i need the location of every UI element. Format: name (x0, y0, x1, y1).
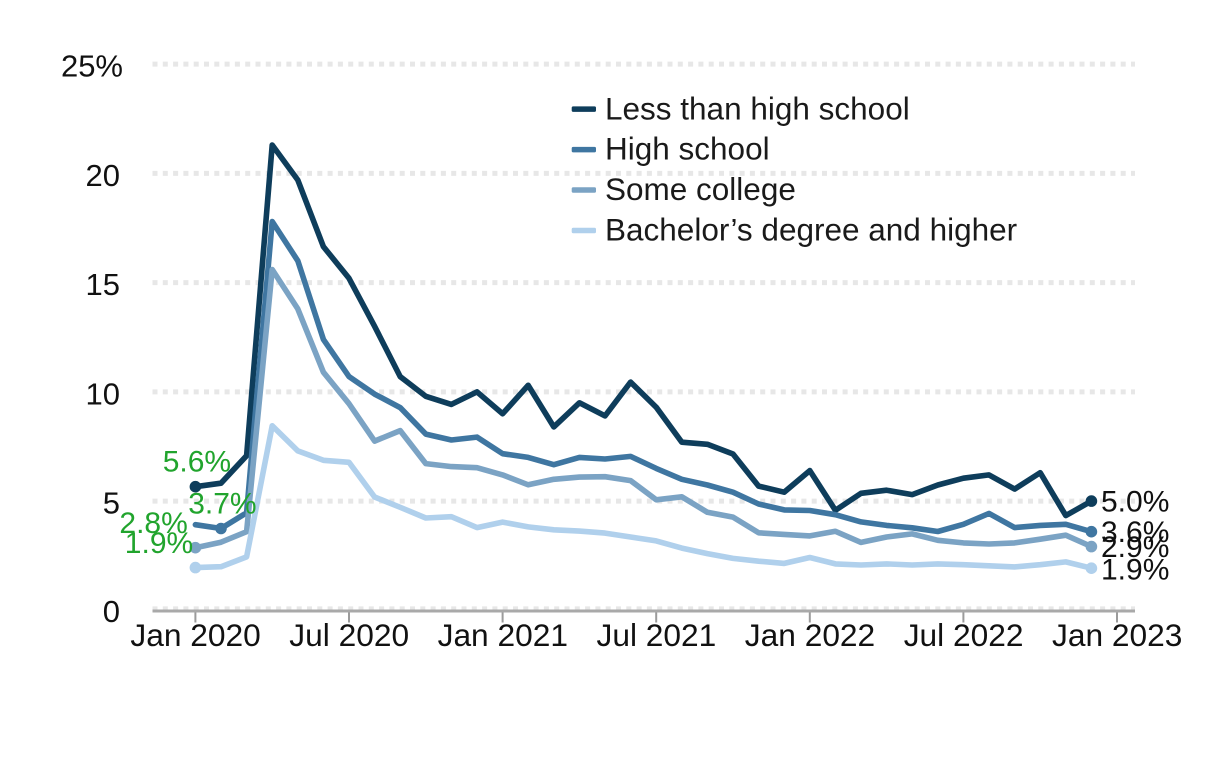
svg-text:2.9%: 2.9% (1101, 531, 1169, 564)
svg-text:5: 5 (103, 486, 120, 521)
svg-text:Less than high school: Less than high school (605, 90, 910, 126)
svg-text:2.8%: 2.8% (119, 507, 187, 540)
svg-text:Jul 2022: Jul 2022 (904, 617, 1024, 653)
svg-text:1.9%: 1.9% (125, 527, 193, 560)
svg-text:5.0%: 5.0% (1101, 486, 1169, 519)
svg-text:Bachelor’s degree and higher: Bachelor’s degree and higher (605, 212, 1017, 248)
svg-text:Jan 2022: Jan 2022 (745, 617, 875, 653)
svg-text:5.6%: 5.6% (163, 446, 231, 479)
svg-text:3.7%: 3.7% (188, 487, 256, 520)
svg-text:1.9%: 1.9% (1101, 553, 1169, 586)
svg-text:25%: 25% (61, 48, 123, 83)
svg-text:High school: High school (605, 131, 770, 167)
svg-text:15: 15 (86, 267, 120, 302)
svg-text:3.6%: 3.6% (1101, 516, 1169, 549)
svg-text:Jul 2021: Jul 2021 (596, 617, 716, 653)
svg-text:Jan 2021: Jan 2021 (438, 617, 568, 653)
svg-text:Jul 2020: Jul 2020 (289, 617, 409, 653)
svg-text:Jan 2023: Jan 2023 (1052, 617, 1182, 653)
svg-text:Some college: Some college (605, 171, 796, 207)
svg-text:Jan 2020: Jan 2020 (130, 617, 260, 653)
svg-text:0: 0 (103, 594, 120, 629)
svg-text:10: 10 (86, 376, 120, 411)
svg-text:20: 20 (86, 158, 120, 193)
